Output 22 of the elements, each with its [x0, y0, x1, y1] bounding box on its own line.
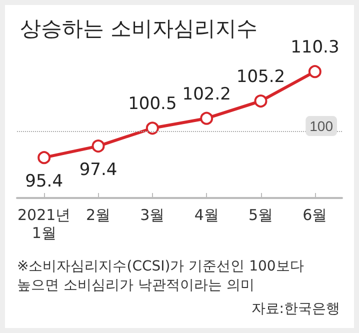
- point: [92, 140, 105, 153]
- point: [38, 151, 51, 164]
- point: [146, 122, 159, 135]
- point: [308, 65, 322, 78]
- x-tick-label: 4월: [194, 206, 219, 224]
- data-label: 100.5: [128, 94, 177, 114]
- text: ※소비자심리지수(CCSI)가 기준선인 100보다 높으면 소비심리가 낙관적이라는 의미: [17, 258, 304, 294]
- x-tick-label: 5월: [248, 206, 274, 224]
- data-label: 97.4: [79, 160, 118, 180]
- point: [200, 112, 214, 125]
- data-label: 102.2: [182, 84, 231, 104]
- x-tick-label: 2021년 1월: [17, 206, 71, 242]
- point: [254, 94, 268, 108]
- x-tick-label: 3월: [140, 206, 165, 224]
- text: 자료:한국은행: [251, 301, 340, 317]
- ref-line-label: 100: [310, 118, 334, 134]
- chart-title: 상승하는 소비자심리지수: [20, 16, 258, 40]
- x-tick-label: 2월: [86, 206, 111, 224]
- data-label: 95.4: [25, 172, 64, 192]
- x-tick-label: 6월: [302, 206, 328, 224]
- data-label: 110.3: [290, 38, 340, 58]
- data-label: 105.2: [236, 67, 286, 88]
